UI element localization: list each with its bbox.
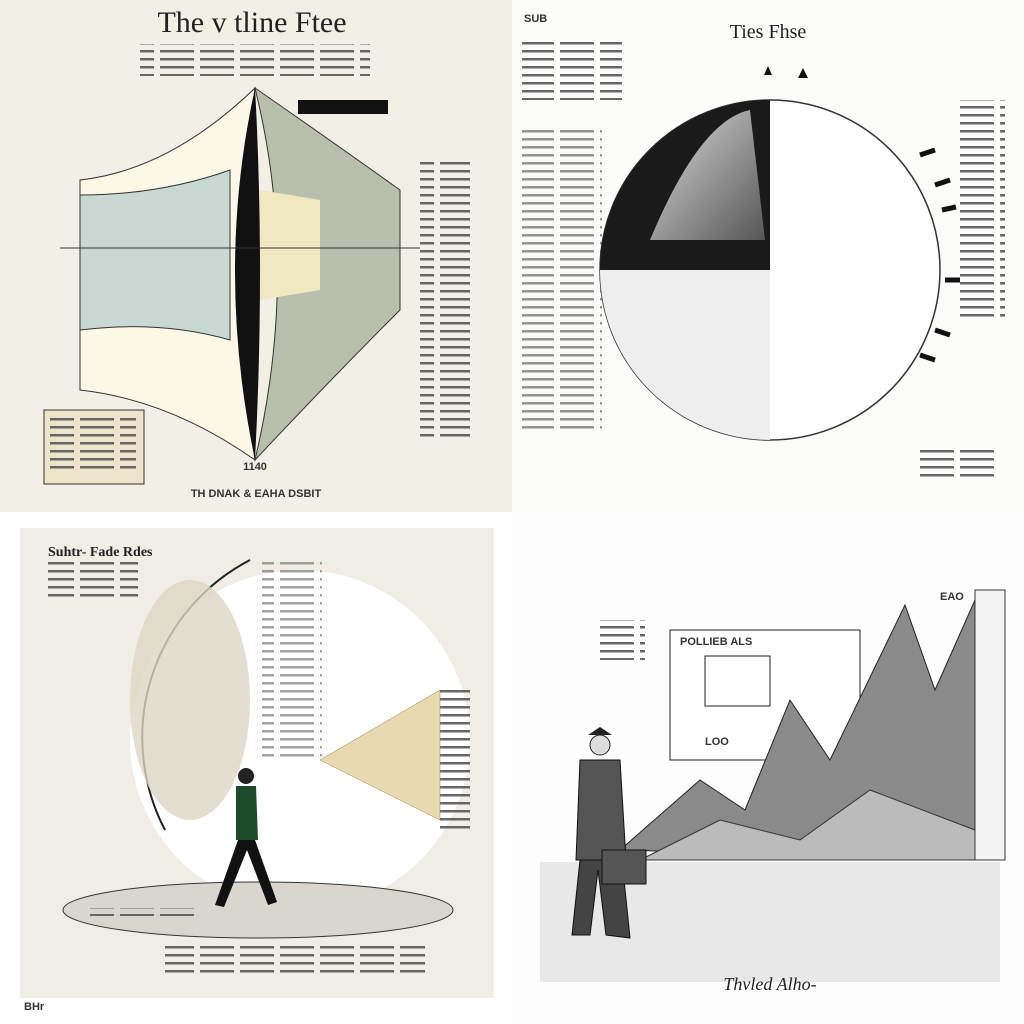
inner-panel <box>260 190 320 300</box>
wall <box>974 589 1006 861</box>
panel-title: The v tline Ftee <box>157 6 346 39</box>
floor <box>62 881 454 939</box>
rock-image <box>650 110 765 240</box>
panel-2: Ties Fhse SUB <box>512 0 1024 512</box>
axis-label: 1140 <box>243 461 267 473</box>
text-block <box>595 620 645 660</box>
text-block <box>522 40 622 100</box>
text-column <box>420 160 470 440</box>
sign <box>669 629 861 761</box>
text-column <box>522 130 602 430</box>
panel-footer: TH DNAK & EAHA DSBIT <box>191 488 322 500</box>
corner-label: EAO <box>940 591 964 603</box>
markers <box>764 66 808 78</box>
fan-labels <box>440 690 470 830</box>
text-block <box>920 450 1000 480</box>
label-bar <box>298 100 388 114</box>
sign-label: LOO <box>705 736 729 748</box>
panel-1: The v tline Ftee 1140 TH DNAK & EAHA DSB… <box>0 0 512 512</box>
text-block <box>48 562 138 602</box>
floor-label <box>90 908 200 916</box>
walking-man <box>215 768 277 907</box>
teal-field <box>79 169 231 341</box>
panel-label: BHr <box>24 1001 45 1013</box>
legend-text <box>50 418 136 474</box>
panel-title: Ties Fhse <box>730 21 807 43</box>
panel-label: SUB <box>524 13 547 25</box>
caption <box>165 944 425 974</box>
sign-inner <box>704 655 771 707</box>
spindle <box>235 88 260 460</box>
sign-title: POLLIEB ALS <box>680 636 752 648</box>
man-with-briefcase <box>571 727 647 939</box>
panel-title: Suhtr- Fade Rdes <box>48 545 153 560</box>
dot-cloud <box>130 580 250 820</box>
panel-3: Suhtr- Fade Rdes BHr <box>0 512 512 1024</box>
text-block <box>140 44 370 76</box>
panel-title: Thvled Alho- <box>723 974 816 994</box>
grid-text <box>262 560 322 760</box>
panel-4: EAO POLLIEB ALS LOO Thvled Alho- <box>512 512 1024 1024</box>
rim-text <box>955 100 1005 320</box>
lower-quadrant <box>600 270 770 440</box>
